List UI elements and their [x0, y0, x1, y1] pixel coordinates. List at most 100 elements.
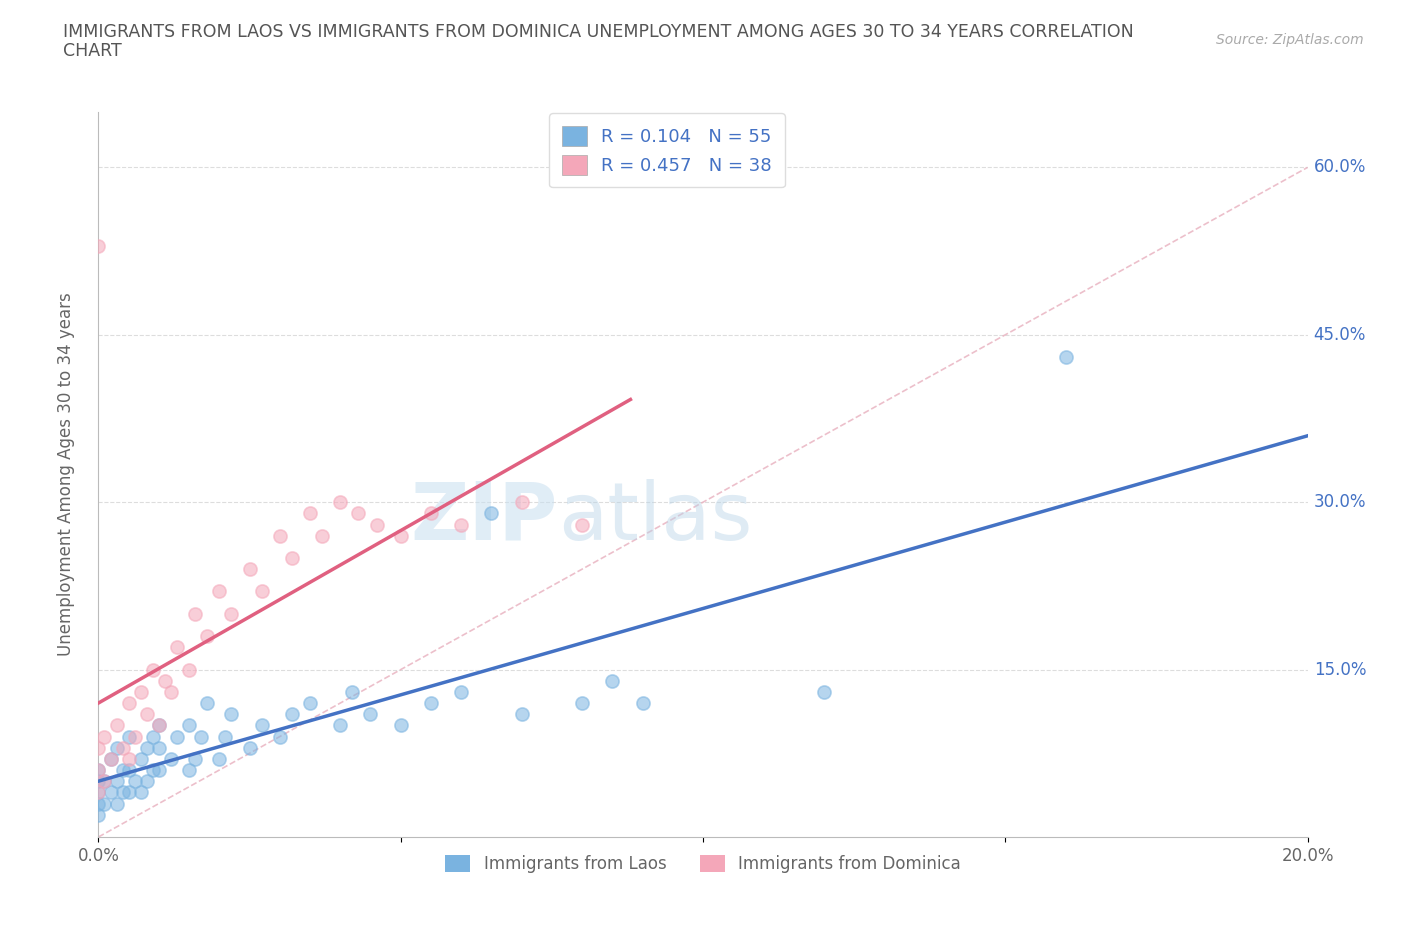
- Point: [208, 584, 231, 599]
- Text: atlas: atlas: [558, 479, 752, 557]
- Point: [111, 785, 134, 800]
- Point: [269, 729, 291, 744]
- Point: [135, 740, 157, 755]
- Point: [510, 707, 533, 722]
- Point: [299, 696, 322, 711]
- Point: [195, 629, 218, 644]
- Point: [160, 684, 183, 699]
- Point: [87, 238, 110, 253]
- Point: [631, 696, 654, 711]
- Point: [360, 707, 382, 722]
- Point: [1054, 350, 1077, 365]
- Point: [184, 751, 207, 766]
- Point: [221, 707, 243, 722]
- Point: [239, 562, 262, 577]
- Point: [148, 718, 170, 733]
- Point: [118, 785, 141, 800]
- Point: [118, 729, 141, 744]
- Point: [190, 729, 212, 744]
- Point: [420, 696, 443, 711]
- Point: [269, 528, 291, 543]
- Point: [481, 506, 503, 521]
- Point: [366, 517, 388, 532]
- Point: [105, 796, 128, 811]
- Point: [148, 740, 170, 755]
- Point: [813, 684, 835, 699]
- Point: [100, 751, 122, 766]
- Point: [389, 528, 412, 543]
- Point: [111, 740, 134, 755]
- Point: [100, 785, 122, 800]
- Point: [250, 584, 273, 599]
- Point: [571, 517, 593, 532]
- Point: [179, 662, 201, 677]
- Point: [214, 729, 236, 744]
- Text: 15.0%: 15.0%: [1313, 660, 1367, 679]
- Point: [105, 740, 128, 755]
- Point: [142, 729, 165, 744]
- Point: [450, 517, 472, 532]
- Point: [342, 684, 364, 699]
- Point: [602, 673, 624, 688]
- Point: [195, 696, 218, 711]
- Text: IMMIGRANTS FROM LAOS VS IMMIGRANTS FROM DOMINICA UNEMPLOYMENT AMONG AGES 30 TO 3: IMMIGRANTS FROM LAOS VS IMMIGRANTS FROM …: [63, 23, 1135, 41]
- Point: [87, 763, 110, 777]
- Point: [124, 774, 146, 789]
- Point: [87, 807, 110, 822]
- Point: [166, 640, 188, 655]
- Point: [105, 718, 128, 733]
- Point: [135, 707, 157, 722]
- Point: [281, 551, 304, 565]
- Point: [129, 785, 152, 800]
- Point: [299, 506, 322, 521]
- Legend: Immigrants from Laos, Immigrants from Dominica: Immigrants from Laos, Immigrants from Do…: [439, 848, 967, 880]
- Point: [221, 606, 243, 621]
- Point: [571, 696, 593, 711]
- Point: [329, 718, 352, 733]
- Point: [105, 774, 128, 789]
- Point: [100, 751, 122, 766]
- Point: [329, 495, 352, 510]
- Point: [250, 718, 273, 733]
- Text: 60.0%: 60.0%: [1313, 158, 1367, 177]
- Point: [87, 774, 110, 789]
- Text: Source: ZipAtlas.com: Source: ZipAtlas.com: [1216, 33, 1364, 46]
- Point: [118, 763, 141, 777]
- Point: [347, 506, 370, 521]
- Point: [111, 763, 134, 777]
- Point: [510, 495, 533, 510]
- Point: [118, 696, 141, 711]
- Point: [87, 740, 110, 755]
- Point: [160, 751, 183, 766]
- Point: [87, 763, 110, 777]
- Text: 30.0%: 30.0%: [1313, 493, 1367, 512]
- Point: [87, 796, 110, 811]
- Point: [87, 785, 110, 800]
- Point: [179, 763, 201, 777]
- Point: [311, 528, 333, 543]
- Point: [142, 662, 165, 677]
- Point: [389, 718, 412, 733]
- Point: [93, 729, 115, 744]
- Point: [93, 774, 115, 789]
- Point: [166, 729, 188, 744]
- Y-axis label: Unemployment Among Ages 30 to 34 years: Unemployment Among Ages 30 to 34 years: [56, 292, 75, 657]
- Point: [124, 729, 146, 744]
- Point: [129, 684, 152, 699]
- Point: [281, 707, 304, 722]
- Point: [142, 763, 165, 777]
- Text: 45.0%: 45.0%: [1313, 326, 1367, 344]
- Point: [93, 796, 115, 811]
- Point: [239, 740, 262, 755]
- Point: [148, 763, 170, 777]
- Text: ZIP: ZIP: [411, 479, 558, 557]
- Point: [208, 751, 231, 766]
- Point: [450, 684, 472, 699]
- Point: [129, 751, 152, 766]
- Text: CHART: CHART: [63, 42, 122, 60]
- Point: [153, 673, 176, 688]
- Point: [148, 718, 170, 733]
- Point: [184, 606, 207, 621]
- Point: [420, 506, 443, 521]
- Point: [179, 718, 201, 733]
